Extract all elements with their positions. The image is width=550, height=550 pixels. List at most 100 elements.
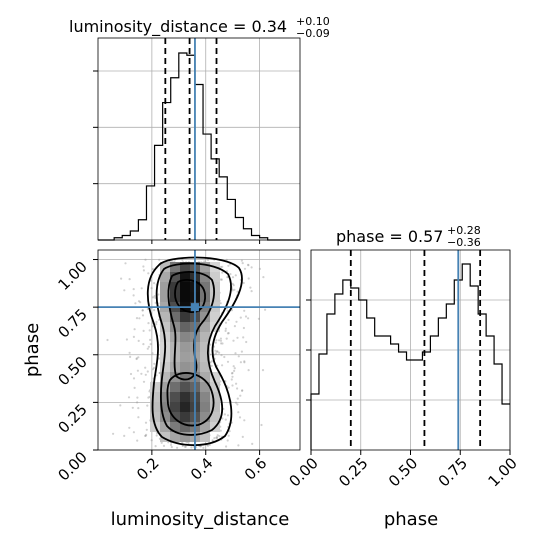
sample-point [226,360,230,363]
sample-point [158,357,161,360]
sample-point [235,382,238,385]
sample-point [234,274,237,277]
density-cell [160,282,170,292]
sample-point [123,289,126,292]
density-cell [160,412,170,422]
sample-point [247,369,250,372]
sample-point [129,355,132,358]
sample-point [131,406,134,409]
sample-point [264,308,267,311]
sample-point [214,341,217,344]
sample-point [230,378,233,381]
sample-point [136,396,139,399]
sample-point [219,265,222,269]
sample-point [133,328,136,331]
density-cell [180,262,190,272]
sample-point [257,317,260,320]
sample-point [214,352,217,355]
sample-point [137,416,140,419]
sample-point [123,434,126,437]
sample-point [220,278,223,281]
sample-point [218,435,221,438]
sample-point [236,387,239,390]
sample-point [224,329,227,332]
sample-point [149,338,152,341]
sample-point [242,281,245,285]
density-cell [180,312,190,322]
x-axis-label-luminosity-distance: luminosity_distance [111,509,290,530]
sample-point [225,337,228,340]
density-cell [170,432,180,442]
sample-point [247,317,250,320]
sample-point [141,309,144,312]
density-cell [160,392,170,402]
sample-point [160,441,163,444]
density-cell [160,262,170,272]
sample-point [144,258,147,261]
density-cell [210,382,220,392]
sample-point [119,404,122,407]
sample-point [236,336,239,339]
sample-point [120,277,123,280]
density-cell [160,362,170,372]
density-cell [160,272,170,282]
sample-point [231,375,234,378]
x-axis-label-phase: phase [384,509,438,530]
x-tick-label: 0.50 [385,454,421,490]
sample-point [128,426,131,429]
density-cell [170,312,180,322]
density-cell [160,402,170,412]
sample-point [181,258,184,261]
contour-3 [167,271,215,381]
sample-point [127,396,131,399]
sample-point [142,380,146,383]
sample-point [245,340,248,344]
sample-point [237,355,240,358]
sample-point [230,372,234,375]
density-cell [200,282,210,292]
sample-point [224,321,228,324]
density-cell [170,412,180,422]
y-tick-label: 0.00 [54,448,90,484]
title-phase: phase = 0.57 [336,227,443,246]
density-cell [200,272,210,282]
sample-point [135,357,138,361]
sample-point [250,290,253,293]
sample-point [251,442,254,445]
sample-point [183,445,187,448]
sample-point [227,434,230,437]
sample-point [206,444,210,447]
sample-point [241,435,244,438]
sample-point [152,368,155,371]
sample-point [243,267,247,270]
sample-point [219,278,222,281]
sample-point [144,434,147,437]
density-cell [200,412,210,422]
density-cell [200,352,210,362]
sample-point [236,403,239,406]
histogram-phase [310,263,510,450]
sample-point [238,416,242,419]
sample-point [129,372,133,376]
density-cell [200,372,210,382]
sample-point [231,371,234,375]
density-cell [210,402,220,412]
sample-point [151,352,154,355]
sample-point [232,365,235,368]
density-cell [200,392,210,402]
density-cell [150,382,160,392]
x-tick-label: 0.00 [285,454,321,490]
sample-point [137,300,141,303]
sample-point [124,262,127,265]
sample-point [138,317,141,320]
sample-point [235,320,238,323]
x-tick-label: 0.75 [435,454,471,490]
sample-point [243,360,246,363]
sample-point [154,445,157,448]
sample-point [190,446,193,449]
sample-point [229,273,232,276]
sample-point [233,367,236,370]
sample-point [136,439,139,442]
sample-point [221,417,224,420]
sample-point [148,329,151,332]
